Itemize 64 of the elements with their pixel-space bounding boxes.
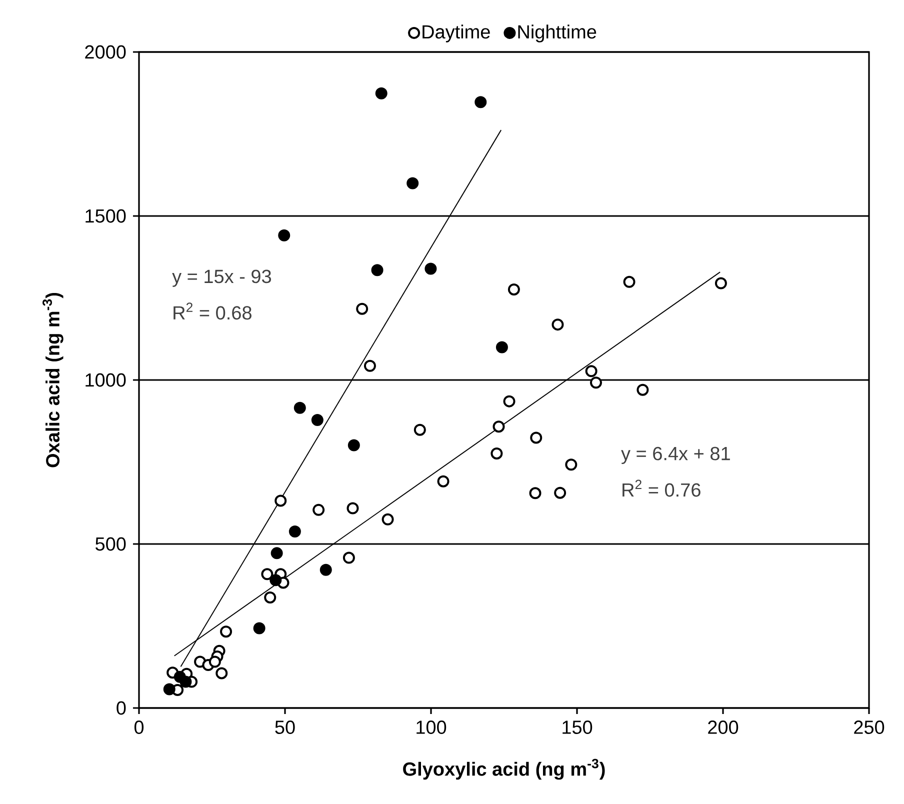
x-tick-label: 50 [275, 720, 295, 734]
y-tick-label: 500 [96, 537, 126, 551]
point [253, 622, 266, 634]
annotation: y = 15x - 93 [172, 270, 272, 287]
legend-label: Nighttime [518, 24, 596, 42]
point [311, 414, 324, 426]
point [490, 447, 503, 460]
point [636, 384, 649, 396]
point [216, 667, 228, 680]
point [508, 283, 520, 296]
point [288, 526, 301, 538]
point [565, 458, 578, 471]
point [529, 487, 542, 500]
y-tick-label: 1000 [86, 373, 126, 387]
x-axis-title: Glyoxylic acid (ng m$^{-3}$) [403, 758, 605, 780]
annotation: R$^{2}$ = 0.68 [174, 302, 252, 320]
point [382, 513, 394, 526]
point [312, 504, 325, 516]
annotation: y = 6.4x + 81 [621, 446, 730, 464]
y-tick-label: 0 [116, 701, 126, 715]
y-tick-label: 1500 [86, 209, 126, 223]
point [414, 424, 426, 436]
y-axis-title: Oxalic acid (ng m$^{-3}$) [42, 292, 64, 468]
point [496, 341, 508, 354]
y-tick-label: 2000 [85, 45, 126, 59]
point [714, 277, 727, 290]
point [264, 591, 276, 604]
point [371, 264, 384, 276]
point [554, 486, 566, 499]
point [348, 439, 360, 452]
x-tick-label: 150 [562, 720, 592, 734]
point [180, 676, 192, 688]
point [623, 276, 636, 288]
point [163, 683, 176, 696]
point [437, 475, 450, 488]
point [474, 96, 487, 108]
point [346, 502, 359, 514]
point [270, 547, 283, 560]
point [270, 574, 282, 586]
point [530, 432, 542, 444]
point [294, 402, 306, 414]
point [274, 494, 287, 507]
point [320, 564, 332, 576]
point [424, 262, 437, 275]
x-tick-label: 200 [708, 720, 738, 734]
point [278, 229, 290, 242]
x-tick-label: 100 [416, 720, 446, 734]
point [342, 552, 355, 564]
x-tick-label: 0 [134, 720, 144, 734]
point [492, 420, 505, 433]
x-tick-label: 250 [854, 720, 884, 734]
point [220, 626, 232, 638]
legend-label: Daytime [422, 24, 490, 42]
point [356, 302, 368, 315]
point [503, 395, 516, 408]
point [552, 318, 564, 331]
point [406, 177, 419, 190]
point [364, 360, 376, 372]
point [375, 87, 388, 100]
point [261, 568, 274, 580]
point [585, 365, 598, 378]
annotation: R$^{2}$ = 0.76 [622, 480, 700, 497]
point [208, 656, 221, 668]
point [590, 376, 602, 389]
